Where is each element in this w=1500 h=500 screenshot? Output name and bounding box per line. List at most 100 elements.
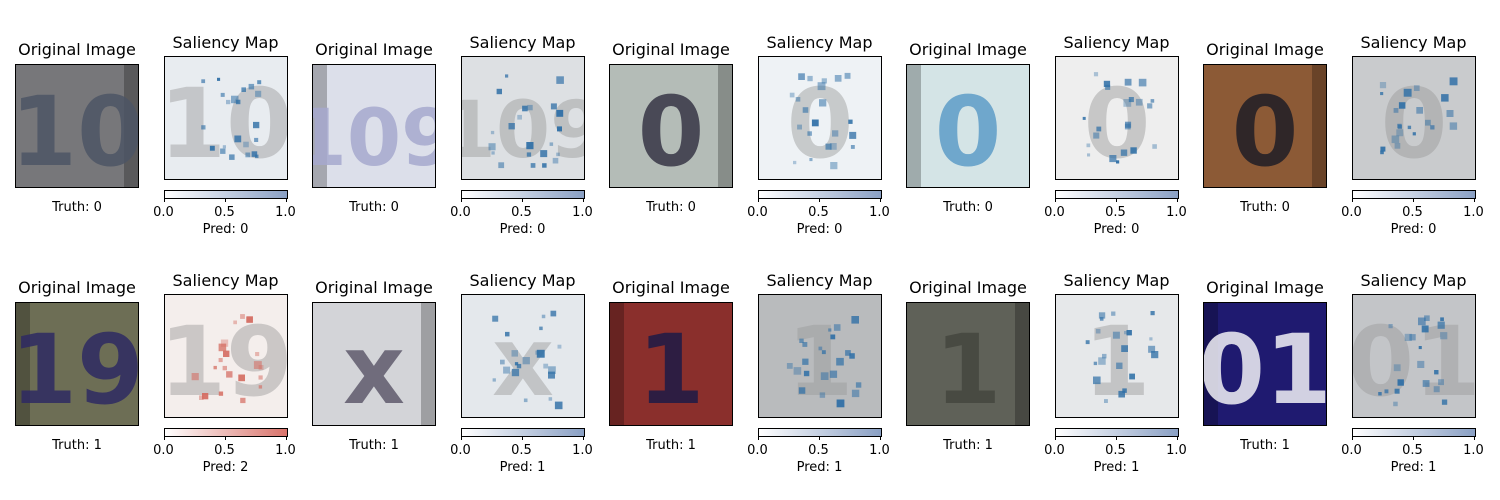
- saliency-blob: [508, 123, 515, 130]
- saliency-map-title: Saliency Map: [1360, 33, 1467, 52]
- saliency-blob: [502, 366, 510, 374]
- saliency-map-title: Saliency Map: [469, 33, 576, 52]
- saliency-blob: [1379, 150, 1384, 155]
- truth-label: Truth: 1: [349, 438, 399, 453]
- saliency-blob: [525, 142, 533, 150]
- saliency-blob: [237, 374, 245, 382]
- colorbar-tick: [285, 436, 287, 440]
- saliency-blob: [811, 119, 819, 127]
- saliency-blob: [534, 350, 539, 355]
- saliency-blob: [228, 154, 235, 160]
- colorbar-tick-label: 0.5: [1402, 443, 1423, 458]
- saliency-blob: [1416, 360, 1424, 368]
- colorbar-tick: [460, 436, 462, 440]
- saliency-blob: [819, 392, 825, 398]
- saliency-blob: [798, 338, 804, 343]
- saliency-blob: [222, 145, 226, 149]
- saliency-image-frame: 1: [1054, 294, 1179, 418]
- saliency-blob: [1120, 345, 1128, 352]
- saliency-blob: [833, 324, 840, 331]
- saliency-blob: [225, 371, 232, 378]
- saliency-blob: [1112, 331, 1120, 339]
- saliency-blob: [1407, 125, 1411, 130]
- saliency-blob: [1379, 92, 1383, 96]
- saliency-blob: [235, 99, 240, 105]
- saliency-blob: [1449, 122, 1457, 130]
- prediction-label: Pred: 1: [1093, 460, 1140, 475]
- saliency-heatmap: 1: [1055, 295, 1178, 417]
- saliency-blob: [555, 76, 564, 84]
- saliency-blob: [541, 163, 547, 168]
- colorbar: [1054, 190, 1179, 199]
- saliency-blob: [1115, 160, 1119, 164]
- saliency-blob: [547, 366, 556, 374]
- saliency-blob: [1415, 107, 1423, 114]
- colorbar: [460, 428, 585, 437]
- saliency-image-frame: 1: [757, 294, 882, 418]
- saliency-blob: [1093, 72, 1098, 77]
- saliency-blob: [1391, 135, 1399, 144]
- saliency-blob: [213, 365, 217, 370]
- saliency-blob: [258, 385, 262, 389]
- svg-text:0: 0: [786, 68, 853, 179]
- saliency-blob: [552, 157, 558, 164]
- saliency-image-frame: 0: [1054, 56, 1179, 180]
- colorbar-tick: [460, 198, 462, 202]
- saliency-blob: [1388, 324, 1393, 329]
- saliency-blob: [1104, 84, 1110, 90]
- original-digit-image: 109: [313, 65, 435, 187]
- saliency-blob: [851, 389, 859, 398]
- saliency-blob: [848, 353, 855, 359]
- truth-label: Truth: 1: [646, 438, 696, 453]
- original-image-frame: 10: [15, 64, 139, 188]
- saliency-blob: [548, 397, 552, 401]
- colorbar-tick: [1412, 198, 1414, 202]
- original-image-title: Original Image: [315, 278, 433, 297]
- digit-glyph: x: [343, 314, 405, 425]
- saliency-blob: [1128, 373, 1135, 380]
- colorbar-tick-label: 1.0: [275, 443, 296, 458]
- saliency-map-title: Saliency Map: [1360, 271, 1467, 290]
- saliency-blob: [218, 343, 226, 352]
- prediction-label: Pred: 0: [1093, 222, 1140, 237]
- colorbar: [460, 190, 585, 199]
- saliency-blob: [253, 361, 262, 369]
- colorbar-tick-label: 0.0: [153, 443, 174, 458]
- saliency-blob: [1092, 376, 1101, 385]
- digit-glyph: 19: [16, 314, 138, 425]
- colorbar-tick-label: 0.0: [450, 205, 471, 220]
- saliency-blob: [802, 107, 808, 113]
- saliency-blob: [1095, 126, 1101, 132]
- prediction-label: Pred: 0: [202, 222, 249, 237]
- saliency-image-frame: x: [460, 294, 585, 418]
- saliency-blob: [1439, 332, 1447, 340]
- original-image-frame: 0: [906, 64, 1030, 188]
- saliency-blob: [253, 137, 258, 142]
- saliency-blob: [252, 121, 259, 129]
- original-digit-image: 1: [907, 303, 1029, 425]
- saliency-blob: [1441, 399, 1447, 405]
- saliency-blob: [796, 124, 802, 130]
- saliency-blob: [526, 152, 531, 157]
- saliency-blob: [1099, 317, 1103, 321]
- colorbar-tick: [757, 198, 759, 202]
- saliency-blob: [218, 358, 223, 363]
- saliency-image-frame: 109: [460, 56, 585, 180]
- saliency-blob: [1121, 388, 1127, 393]
- saliency-blob: [834, 75, 841, 82]
- original-digit-image: 0: [1204, 65, 1326, 187]
- saliency-blob: [1437, 321, 1445, 329]
- saliency-blob: [530, 163, 535, 168]
- original-digit-image: 0: [907, 65, 1029, 187]
- original-image-title: Original Image: [909, 278, 1027, 297]
- saliency-blob: [1093, 361, 1097, 366]
- original-image-title: Original Image: [1206, 278, 1324, 297]
- saliency-blob: [256, 80, 261, 85]
- saliency-blob: [550, 103, 557, 110]
- saliency-blob: [1098, 312, 1105, 319]
- original-digit-image: 10: [16, 65, 138, 187]
- saliency-blob: [801, 358, 808, 365]
- saliency-blob: [1092, 132, 1099, 139]
- saliency-blob: [1138, 78, 1146, 87]
- colorbar-tick-label: 1.0: [275, 205, 296, 220]
